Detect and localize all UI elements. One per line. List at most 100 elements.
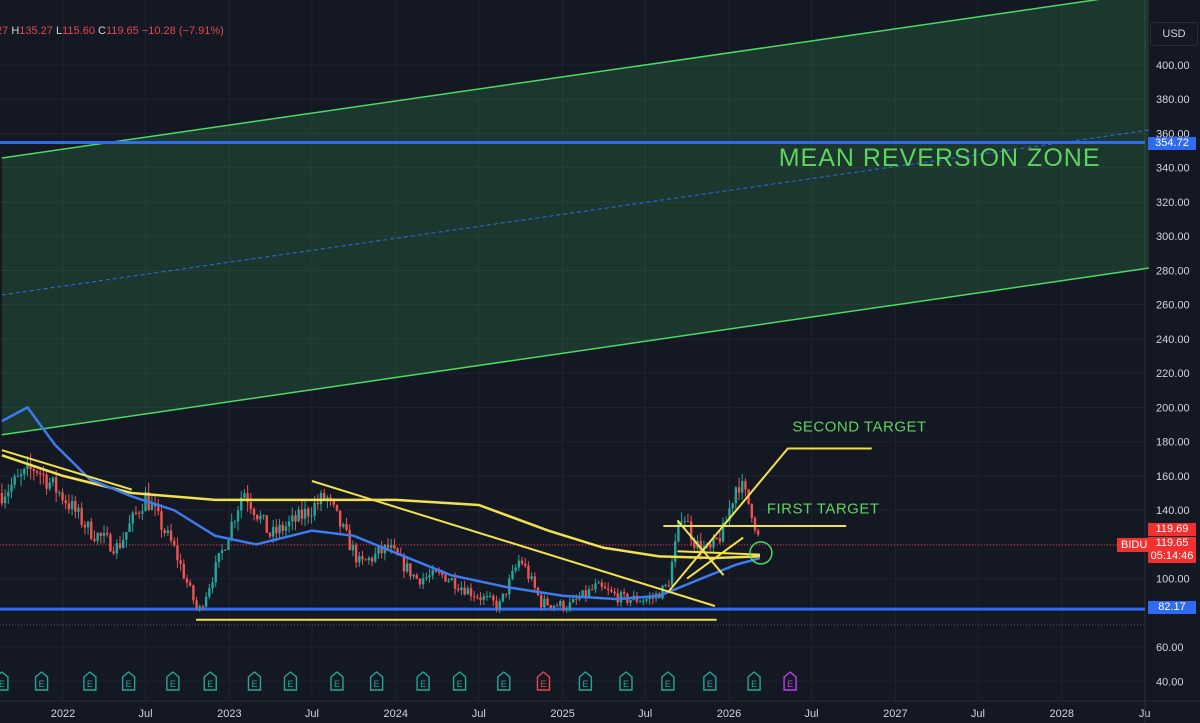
y-tick-label: 60.00 bbox=[1156, 642, 1184, 654]
candle-body bbox=[284, 526, 288, 531]
earnings-letter: E bbox=[665, 679, 671, 689]
candle-body bbox=[23, 469, 26, 475]
candle-body bbox=[255, 514, 259, 520]
candle-body bbox=[409, 563, 412, 577]
candle-body bbox=[307, 508, 310, 517]
candle-body bbox=[96, 533, 99, 541]
earnings-icon[interactable]: E bbox=[578, 671, 593, 691]
candle-body bbox=[367, 557, 371, 561]
candle-body bbox=[514, 567, 517, 571]
candle-body bbox=[204, 596, 208, 607]
candle-body bbox=[35, 471, 39, 473]
candle-body bbox=[539, 594, 543, 608]
earnings-badge bbox=[578, 671, 593, 691]
candle-body bbox=[252, 508, 256, 515]
earnings-icon[interactable]: E bbox=[247, 671, 262, 691]
ohlc-open-fragment: 27 bbox=[0, 25, 9, 37]
mean-reversion-zone-fill bbox=[1, 0, 1149, 435]
earnings-icon[interactable]: E bbox=[703, 671, 717, 691]
earnings-letter: E bbox=[540, 679, 546, 689]
candle-body bbox=[568, 602, 572, 610]
candle-body bbox=[329, 497, 332, 500]
earnings-icon[interactable]: E bbox=[369, 671, 384, 691]
earnings-icon[interactable]: E bbox=[619, 671, 633, 691]
ma-slow-line bbox=[1, 454, 761, 560]
candle-body bbox=[501, 593, 505, 602]
earnings-icon[interactable]: E bbox=[330, 671, 344, 691]
candle-body bbox=[533, 576, 537, 588]
candle-body bbox=[546, 598, 549, 606]
earnings-letter: E bbox=[287, 679, 293, 689]
candle-body bbox=[578, 597, 581, 600]
candle-body bbox=[169, 530, 173, 541]
candle-body bbox=[603, 586, 607, 589]
candle-body bbox=[10, 484, 13, 492]
candle-body bbox=[472, 596, 476, 598]
candle-body bbox=[606, 588, 610, 590]
y-tick-label: 200.00 bbox=[1156, 402, 1190, 414]
earnings-icon[interactable]: E bbox=[166, 671, 180, 691]
earnings-badge bbox=[416, 671, 430, 691]
earnings-icon[interactable]: E bbox=[497, 671, 511, 691]
candle-body bbox=[524, 563, 527, 566]
y-tick-label: 260.00 bbox=[1156, 300, 1190, 312]
earnings-letter: E bbox=[334, 679, 340, 689]
earnings-icon[interactable]: E bbox=[0, 671, 9, 691]
candle-body bbox=[198, 606, 201, 608]
candle-body bbox=[734, 487, 738, 504]
earnings-icon[interactable]: E bbox=[452, 671, 467, 691]
last-price-tag: 119.65 05:14:46 bbox=[1148, 537, 1196, 563]
earnings-icon[interactable]: E bbox=[83, 671, 97, 691]
candle-body bbox=[19, 474, 23, 477]
candle-body bbox=[32, 469, 36, 472]
low-value: 115.60 bbox=[62, 25, 95, 37]
earnings-icon[interactable]: E bbox=[34, 671, 49, 691]
candle-body bbox=[275, 526, 278, 534]
trend-drawing-line bbox=[667, 447, 872, 593]
earnings-icon[interactable]: E bbox=[121, 671, 136, 691]
bar-countdown: 05:14:46 bbox=[1150, 550, 1194, 562]
earnings-icon[interactable]: E bbox=[783, 671, 797, 691]
candle-body bbox=[737, 487, 741, 493]
candle-body bbox=[163, 529, 166, 533]
candle-body bbox=[243, 493, 246, 498]
x-tick-label: 2023 bbox=[217, 708, 241, 720]
candle-body bbox=[377, 547, 380, 554]
candle-body bbox=[182, 563, 186, 579]
candle-body bbox=[689, 521, 693, 540]
earnings-icon[interactable]: E bbox=[747, 671, 761, 691]
earnings-icon[interactable]: E bbox=[203, 671, 217, 691]
candle-body bbox=[370, 557, 374, 562]
candle-body bbox=[680, 521, 683, 523]
candle-body bbox=[683, 521, 686, 523]
candle-body bbox=[13, 476, 16, 485]
candle-body bbox=[364, 559, 367, 561]
candle-body bbox=[444, 574, 447, 582]
earnings-icon[interactable]: E bbox=[536, 671, 551, 691]
earnings-icon[interactable]: E bbox=[416, 671, 430, 691]
candle-body bbox=[721, 522, 725, 542]
candle-body bbox=[157, 506, 160, 512]
candle-body bbox=[441, 572, 444, 575]
candle-body bbox=[549, 605, 552, 608]
candle-body bbox=[7, 491, 10, 497]
x-tick-label: 2028 bbox=[1050, 708, 1074, 720]
candle-body bbox=[495, 600, 498, 609]
close-value: 119.65 bbox=[105, 25, 139, 37]
candle-body bbox=[323, 492, 326, 500]
earnings-badge bbox=[34, 671, 49, 691]
y-tick-label: 300.00 bbox=[1156, 231, 1190, 243]
candle-body bbox=[488, 595, 492, 597]
currency-button[interactable]: USD bbox=[1150, 22, 1198, 46]
y-tick-label: 280.00 bbox=[1156, 265, 1190, 277]
candle-body bbox=[587, 589, 591, 597]
earnings-letter: E bbox=[623, 679, 629, 689]
earnings-icon[interactable]: E bbox=[283, 671, 298, 691]
candle-body bbox=[131, 512, 134, 524]
candle-body bbox=[236, 510, 240, 522]
candle-body bbox=[342, 524, 345, 527]
earnings-icon[interactable]: E bbox=[661, 671, 675, 691]
candle-body bbox=[3, 496, 7, 504]
candle-body bbox=[552, 605, 556, 608]
